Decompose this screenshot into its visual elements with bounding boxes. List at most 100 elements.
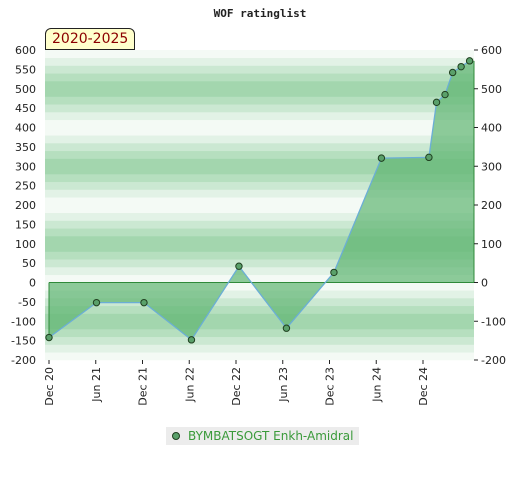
background-band <box>45 189 474 198</box>
background-band <box>45 135 474 144</box>
background-band <box>45 197 474 206</box>
series-line <box>48 60 470 341</box>
y-tick-label: 500 <box>15 83 36 96</box>
background-band <box>45 305 474 314</box>
background-band <box>45 112 474 121</box>
y-tick-label: 200 <box>15 199 36 212</box>
y-tick-label: 100 <box>15 238 36 251</box>
legend: BYMBATSOGT Enkh-Amidral <box>166 427 360 445</box>
background-band <box>45 50 474 59</box>
y2-tick-label: 500 <box>481 83 502 96</box>
y-tick-label: -150 <box>11 335 36 348</box>
background-band <box>45 298 474 307</box>
background-band <box>45 329 474 338</box>
background-band <box>45 290 474 299</box>
background-band <box>45 166 474 175</box>
data-point <box>330 268 338 277</box>
y2-tick-label: -100 <box>481 315 506 328</box>
background-band <box>45 88 474 97</box>
background-band <box>45 81 474 90</box>
x-tick-label: Dec 24 <box>417 367 430 406</box>
background-band <box>45 352 474 361</box>
background-band <box>45 73 474 82</box>
y2-tick-label: 200 <box>481 199 502 212</box>
background-band <box>45 243 474 252</box>
x-tick-label: Dec 21 <box>137 367 150 406</box>
x-tick-label: Jun 22 <box>183 367 196 403</box>
background-band <box>45 143 474 152</box>
x-tick-label: Dec 23 <box>324 367 337 406</box>
background-band <box>45 228 474 237</box>
legend-marker <box>172 432 180 440</box>
background-band <box>45 236 474 245</box>
background-band <box>45 181 474 190</box>
x-tick-label: Dec 20 <box>43 367 56 406</box>
data-point <box>441 90 449 99</box>
background-band <box>45 174 474 183</box>
y-axis-left: 600550500450400350300250200150100500-50-… <box>11 44 36 367</box>
background-band <box>45 259 474 268</box>
background-band <box>45 220 474 229</box>
background-band <box>45 150 474 159</box>
y-tick-label: 150 <box>15 218 36 231</box>
background-band <box>45 65 474 74</box>
chart-title: WOF ratinglist <box>214 7 307 20</box>
y2-tick-label: 400 <box>481 122 502 135</box>
data-point <box>282 324 291 332</box>
period-badge: 2020-2025 <box>45 28 136 50</box>
data-points <box>45 57 474 344</box>
background-bands <box>45 50 474 361</box>
series-area <box>49 60 474 340</box>
background-band <box>45 127 474 136</box>
background-band <box>45 96 474 105</box>
data-point <box>187 336 196 344</box>
x-tick-label: Jun 24 <box>370 367 383 403</box>
data-point <box>432 98 441 107</box>
y2-tick-label: -200 <box>481 354 506 367</box>
data-point <box>140 298 148 307</box>
background-band <box>45 212 474 221</box>
y2-tick-label: 0 <box>481 277 488 290</box>
y-axis-right: 600 500 400 300 200 100 0 -100 -200 <box>474 44 506 367</box>
x-tick-label: Dec 22 <box>230 367 243 406</box>
y-tick-label: 450 <box>15 102 36 115</box>
data-point <box>448 68 457 77</box>
y2-tick-label: 100 <box>481 238 502 251</box>
background-band <box>45 313 474 322</box>
legend-label: BYMBATSOGT Enkh-Amidral <box>188 429 354 443</box>
background-band <box>45 321 474 330</box>
y-tick-label: 250 <box>15 180 36 193</box>
background-band <box>45 57 474 66</box>
y-tick-label: -100 <box>11 315 36 328</box>
background-band <box>45 336 474 345</box>
data-point <box>457 62 465 71</box>
y-tick-label: 0 <box>29 277 36 290</box>
background-band <box>45 205 474 214</box>
area-layer <box>48 60 475 341</box>
y-tick-label: -50 <box>18 296 36 309</box>
x-axis: Dec 20 Jun 21 Dec 21 Jun 22 Dec 22 Jun 23 Dec … <box>43 360 430 406</box>
data-point <box>377 154 386 162</box>
data-point <box>92 298 101 307</box>
y-tick-label: 400 <box>15 122 36 135</box>
data-point <box>425 153 433 162</box>
y-tick-label: 350 <box>15 141 36 154</box>
data-point <box>45 333 53 342</box>
y-tick-label: 550 <box>15 63 36 76</box>
y-tick-label: 300 <box>15 160 36 173</box>
data-point <box>235 262 243 270</box>
background-band <box>45 344 474 353</box>
background-band <box>45 267 474 276</box>
data-point <box>465 57 474 65</box>
y2-tick-label: 600 <box>481 44 502 57</box>
y-tick-label: 50 <box>22 257 36 270</box>
y2-tick-label: 300 <box>481 160 502 173</box>
background-band <box>45 104 474 113</box>
x-tick-label: Jun 21 <box>90 367 103 403</box>
background-band <box>45 158 474 167</box>
background-band <box>45 119 474 128</box>
y-tick-label: -200 <box>11 354 36 367</box>
x-tick-label: Jun 23 <box>277 367 290 403</box>
background-band <box>45 251 474 260</box>
